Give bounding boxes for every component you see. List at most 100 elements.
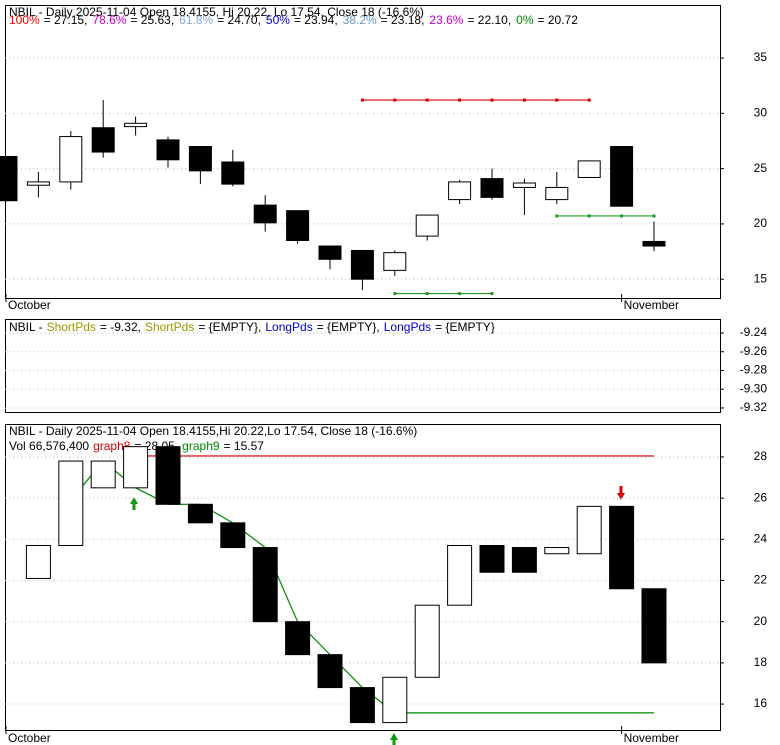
x-tick-label: November [624, 731, 679, 745]
candle-body [155, 446, 181, 505]
panel-title: NBIL - ShortPds = -9.32, ShortPds = {EMPTY},… [9, 320, 495, 334]
buy-arrow [130, 497, 138, 510]
y-tick-label: 25 [754, 161, 768, 175]
candle-body [285, 621, 311, 656]
candle-body [383, 252, 407, 271]
candle-body [415, 214, 439, 237]
fib-levels: 100% = 27.15, 78.6% = 25.63, 61.8% = 24.70, 50… [9, 13, 578, 27]
fib-label: 0% [516, 13, 534, 27]
y-tick-label: -9.24 [740, 325, 768, 339]
candle-body [448, 181, 472, 201]
fib-value: = 22.10, [467, 13, 511, 27]
y-tick-label: 35 [754, 50, 768, 64]
y-tick-label: 24 [754, 531, 768, 545]
fib-value: = 20.72 [538, 13, 579, 27]
title-part: NBIL - [9, 320, 43, 334]
legend-value: = 15.57 [224, 439, 265, 453]
y-tick-label: -9.30 [740, 381, 768, 395]
title-part: = {EMPTY}, [198, 320, 261, 334]
candle-body [577, 160, 601, 178]
overlay-point [458, 292, 462, 296]
buy-arrow [390, 733, 398, 745]
candle-body [544, 547, 570, 555]
overlay-point [425, 292, 429, 296]
overlay-point [393, 292, 397, 296]
title-part: ShortPds [47, 320, 96, 334]
candle-body [382, 676, 408, 724]
candle-body [221, 161, 245, 185]
box-panel [5, 424, 721, 731]
y-tick-label: -9.26 [740, 344, 768, 358]
candle-body [610, 146, 634, 207]
title-part: LongPds [265, 320, 312, 334]
candle-body [156, 139, 180, 161]
overlay-point [490, 292, 494, 296]
y-tick-label: 22 [754, 573, 768, 587]
y-tick-label: -9.32 [740, 400, 768, 414]
overlay-point [587, 214, 591, 218]
title-part: = {EMPTY} [435, 320, 495, 334]
legend-name: graph9 [182, 439, 220, 453]
candle-body [479, 544, 505, 573]
fib-value: = 27.15, [44, 13, 88, 27]
candle-body [480, 178, 504, 198]
candle-body [512, 182, 536, 188]
y-tick-label: -9.28 [740, 363, 768, 377]
x-tick-label: November [624, 298, 679, 312]
candle-body [545, 186, 569, 201]
y-tick-label: 30 [754, 106, 768, 120]
fib-label: 23.6% [429, 13, 463, 27]
overlay-point [522, 98, 526, 102]
candle-body [642, 240, 666, 247]
indicator-panel [5, 319, 721, 413]
overlay-point [360, 98, 364, 102]
fib-label: 100% [9, 13, 40, 27]
title-part: = -9.32, [100, 320, 141, 334]
candle-body [286, 210, 310, 242]
candle-body [220, 522, 246, 549]
candle-body [253, 204, 277, 224]
candle-body [318, 245, 342, 260]
panel-title: NBIL - Daily 2025-11-04 Open 18.4155, Hi… [9, 5, 424, 19]
candle-body [511, 547, 537, 573]
y-tick-label: 16 [754, 696, 768, 710]
overlay-point [652, 214, 656, 218]
y-tick-label: 26 [754, 490, 768, 504]
overlay-point [555, 214, 559, 218]
candle-body [187, 503, 213, 524]
candle-body [90, 460, 116, 489]
title-part: LongPds [384, 320, 431, 334]
fib-value: = 24.70, [217, 13, 261, 27]
fib-value: = 23.94, [294, 13, 338, 27]
candle-body [414, 604, 440, 678]
sell-arrow [617, 486, 625, 500]
price-panel [5, 5, 721, 299]
overlay-point [458, 98, 462, 102]
overlay-point [425, 98, 429, 102]
candle-body [25, 544, 51, 579]
overlay-point [555, 98, 559, 102]
y-tick-label: 28 [754, 449, 768, 463]
candle-body [91, 127, 115, 153]
candle-body [58, 460, 84, 546]
title-part: = {EMPTY}, [317, 320, 380, 334]
candle-body [124, 122, 148, 128]
overlay-point [587, 98, 591, 102]
title-part: ShortPds [145, 320, 194, 334]
fib-label: 61.8% [179, 13, 213, 27]
overlay-point [490, 98, 494, 102]
overlay-point [620, 214, 624, 218]
candle-body [252, 547, 278, 623]
fib-value: = 23.18, [381, 13, 425, 27]
candle-body [59, 136, 83, 183]
y-tick-label: 15 [754, 271, 768, 285]
candle-body [350, 249, 374, 280]
y-tick-label: 20 [754, 216, 768, 230]
candle-body [123, 446, 149, 489]
candle-body [349, 687, 375, 724]
candle-body [317, 654, 343, 689]
fib-value: = 25.63, [130, 13, 174, 27]
candle-body [609, 505, 635, 590]
candle-body [26, 181, 50, 186]
